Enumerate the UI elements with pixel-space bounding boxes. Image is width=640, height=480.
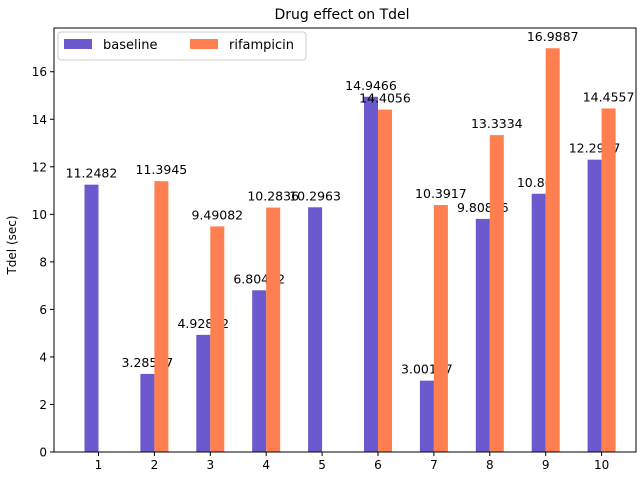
data-label-rifampicin-8: 13.3334 bbox=[471, 116, 523, 131]
bar-baseline-2 bbox=[140, 373, 155, 452]
data-label-baseline-5: 10.2963 bbox=[289, 188, 341, 203]
data-label-baseline-6: 14.9466 bbox=[345, 78, 397, 93]
data-label-rifampicin-2: 11.3945 bbox=[136, 162, 188, 177]
data-label-rifampicin-7: 10.3917 bbox=[415, 186, 467, 201]
y-tick-label: 6 bbox=[39, 303, 47, 317]
bar-baseline-3 bbox=[196, 334, 211, 452]
y-tick-label: 16 bbox=[32, 65, 47, 79]
plot-area: 11.24823.285974.928626.8041210.296314.94… bbox=[32, 27, 637, 472]
bar-rifampicin-8 bbox=[489, 135, 504, 453]
chart-title: Drug effect on Tdel bbox=[274, 7, 409, 23]
data-label-rifampicin-6: 14.4056 bbox=[359, 91, 411, 106]
bar-baseline-9 bbox=[531, 193, 546, 452]
data-label-rifampicin-4: 10.2836 bbox=[247, 189, 299, 204]
bar-rifampicin-6 bbox=[378, 109, 392, 453]
bar-baseline-8 bbox=[475, 218, 490, 452]
axes-frame bbox=[53, 27, 637, 453]
y-tick-label: 2 bbox=[39, 398, 47, 412]
y-tick-label: 0 bbox=[39, 446, 47, 460]
data-label-baseline-1: 11.2482 bbox=[66, 166, 118, 181]
y-tick-label: 8 bbox=[39, 255, 47, 269]
legend-frame bbox=[57, 31, 307, 61]
bar-rifampicin-2 bbox=[154, 181, 169, 452]
x-tick-label: 2 bbox=[151, 458, 159, 472]
bar-rifampicin-9 bbox=[545, 48, 560, 452]
x-tick-label: 10 bbox=[594, 458, 609, 472]
bar-baseline-1 bbox=[84, 184, 99, 453]
bar-rifampicin-4 bbox=[266, 207, 281, 452]
x-tick-label: 1 bbox=[95, 458, 103, 472]
data-label-rifampicin-3: 9.49082 bbox=[191, 207, 243, 222]
legend: baseline rifampicin bbox=[57, 31, 307, 61]
data-label-rifampicin-10: 14.4557 bbox=[583, 89, 635, 104]
bar-baseline-10 bbox=[587, 159, 602, 452]
legend-swatch-rifampicin bbox=[190, 39, 218, 49]
x-tick-label: 9 bbox=[542, 458, 550, 472]
x-tick-label: 3 bbox=[206, 458, 214, 472]
y-tick-label: 4 bbox=[39, 350, 47, 364]
x-tick-label: 8 bbox=[486, 458, 494, 472]
x-tick-label: 6 bbox=[374, 458, 382, 472]
y-tick-label: 14 bbox=[32, 113, 47, 127]
bar-rifampicin-3 bbox=[210, 226, 225, 452]
bar-baseline-7 bbox=[419, 380, 434, 452]
bar-rifampicin-10 bbox=[601, 108, 616, 453]
x-tick-label: 5 bbox=[318, 458, 326, 472]
bar-rifampicin-7 bbox=[433, 205, 448, 452]
legend-label-baseline: baseline bbox=[103, 38, 157, 53]
x-tick-label: 7 bbox=[430, 458, 438, 472]
legend-label-rifampicin: rifampicin bbox=[229, 38, 294, 53]
bar-baseline-4 bbox=[252, 290, 267, 452]
x-tick-label: 4 bbox=[262, 458, 270, 472]
y-tick-label: 12 bbox=[32, 160, 47, 174]
bar-baseline-5 bbox=[308, 207, 323, 452]
legend-swatch-baseline bbox=[64, 39, 92, 49]
data-label-rifampicin-9: 16.9887 bbox=[527, 29, 579, 44]
bar-baseline-6 bbox=[364, 96, 378, 453]
y-tick-label: 10 bbox=[32, 208, 47, 222]
y-axis-label: Tdel (sec) bbox=[5, 215, 19, 275]
